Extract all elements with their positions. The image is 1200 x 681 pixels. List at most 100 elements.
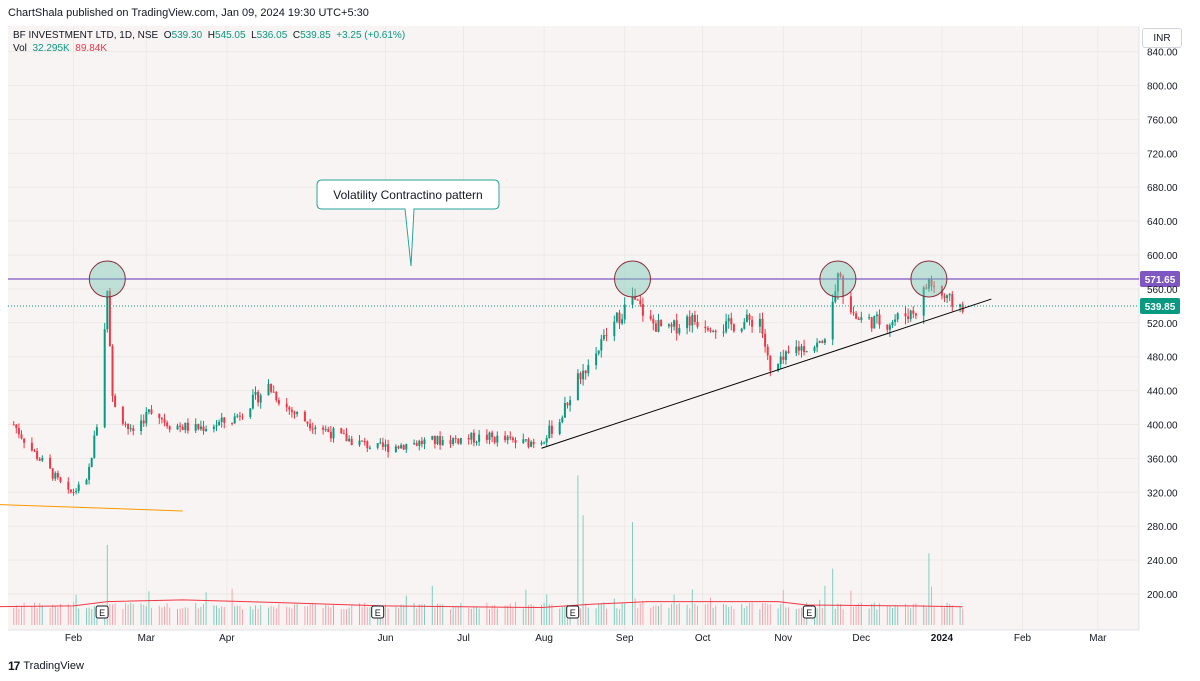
- candle-body: [459, 437, 462, 444]
- candle-body: [114, 395, 117, 407]
- candle-body: [54, 472, 57, 479]
- candle-body: [579, 373, 582, 380]
- last-price-label: 539.85: [1145, 302, 1176, 313]
- volume-legend[interactable]: Vol 32.295K 89.84K: [13, 43, 107, 54]
- time-tick-label: 2024: [931, 633, 954, 644]
- candle-body: [784, 351, 787, 360]
- candle-body: [12, 424, 15, 426]
- candle-body: [852, 312, 855, 314]
- resistance-price-label-bg: [1140, 271, 1180, 288]
- price-tick-label: 360.00: [1147, 454, 1178, 465]
- candle-body: [93, 435, 96, 458]
- candle-body: [205, 429, 208, 432]
- candle-body: [488, 432, 491, 440]
- candle-body: [540, 442, 543, 445]
- candle-body: [675, 320, 678, 334]
- candle-body: [561, 417, 564, 423]
- candle-body: [418, 440, 421, 446]
- candle-body: [740, 328, 743, 332]
- candle-body: [303, 411, 306, 422]
- candle-body: [600, 339, 603, 351]
- candle-body: [106, 291, 109, 330]
- candle-body: [709, 330, 712, 332]
- candle-body: [875, 314, 878, 317]
- price-tick-label: 400.00: [1147, 421, 1178, 432]
- candle-body: [67, 481, 70, 490]
- time-tick-label: Sep: [616, 633, 634, 644]
- annotation-text: Volatility Contractino pattern: [333, 188, 482, 202]
- earnings-marker[interactable]: [371, 605, 385, 619]
- price-tick-label: 480.00: [1147, 353, 1178, 364]
- candle-body: [95, 427, 98, 436]
- candle-body: [452, 438, 455, 445]
- candle-body: [909, 310, 912, 320]
- earnings-marker-label: E: [806, 608, 812, 618]
- grid: [8, 26, 1139, 630]
- candle-body: [77, 484, 80, 492]
- candle-body: [376, 443, 379, 448]
- candle-body: [821, 341, 824, 343]
- candle-body: [745, 314, 748, 323]
- earnings-marker-label: E: [99, 608, 105, 618]
- candle-body: [56, 472, 59, 478]
- candle-body: [766, 346, 769, 356]
- candle-body: [270, 383, 273, 392]
- candle-body: [415, 443, 418, 446]
- time-tick-label: Apr: [219, 633, 235, 644]
- price-tick-label: 560.00: [1147, 285, 1178, 296]
- symbol-legend[interactable]: BF INVESTMENT LTD, 1D, NSE O539.30 H545.…: [13, 30, 405, 41]
- candle-body: [686, 316, 689, 329]
- candle-body: [186, 422, 189, 431]
- candle-body: [818, 341, 821, 343]
- candle-body: [943, 295, 946, 299]
- candle-body: [332, 428, 335, 439]
- open-value: 539.30: [171, 30, 203, 41]
- earnings-marker[interactable]: [802, 605, 816, 619]
- candle-body: [842, 276, 845, 297]
- candle-body: [163, 419, 166, 423]
- annotation-callout: [316, 179, 500, 267]
- price-tick-label: 600.00: [1147, 251, 1178, 262]
- candle-body: [595, 353, 598, 366]
- candle-body: [691, 315, 694, 326]
- peak-highlight-circle: [614, 260, 651, 298]
- candle-body: [764, 333, 767, 347]
- candle-body: [366, 441, 369, 449]
- candle-body: [296, 411, 299, 415]
- candle-body: [236, 415, 239, 417]
- price-tick-label: 280.00: [1147, 522, 1178, 533]
- candle-body: [288, 407, 291, 410]
- candle-body: [342, 433, 345, 435]
- candle-body: [878, 314, 881, 325]
- candle-body: [251, 394, 254, 409]
- candle-body: [277, 400, 280, 404]
- candle-body: [509, 436, 512, 438]
- earnings-marker[interactable]: [95, 605, 109, 619]
- candle-body: [431, 435, 434, 440]
- candle-body: [805, 351, 808, 353]
- time-tick-label: Aug: [535, 633, 553, 644]
- candle-body: [33, 450, 36, 452]
- candle-body: [384, 444, 387, 447]
- candle-body: [470, 432, 473, 440]
- candle-body: [433, 435, 436, 444]
- candle-body: [693, 315, 696, 322]
- candle-body: [795, 346, 798, 353]
- time-tick-label: Nov: [774, 633, 792, 644]
- candle-body: [660, 320, 663, 327]
- time-tick-label: Feb: [1014, 633, 1032, 644]
- candle-body: [290, 409, 293, 413]
- low-value: 536.05: [256, 30, 288, 41]
- candle-body: [639, 300, 642, 305]
- candle-body: [636, 299, 639, 301]
- candle-body: [548, 425, 551, 439]
- candle-body: [132, 428, 135, 432]
- earnings-marker[interactable]: [566, 605, 580, 619]
- currency-button[interactable]: INR: [1142, 28, 1182, 48]
- candle-body: [782, 356, 785, 360]
- candle-body: [514, 440, 517, 443]
- price-tick-label: 640.00: [1147, 217, 1178, 228]
- candle-body: [727, 318, 730, 322]
